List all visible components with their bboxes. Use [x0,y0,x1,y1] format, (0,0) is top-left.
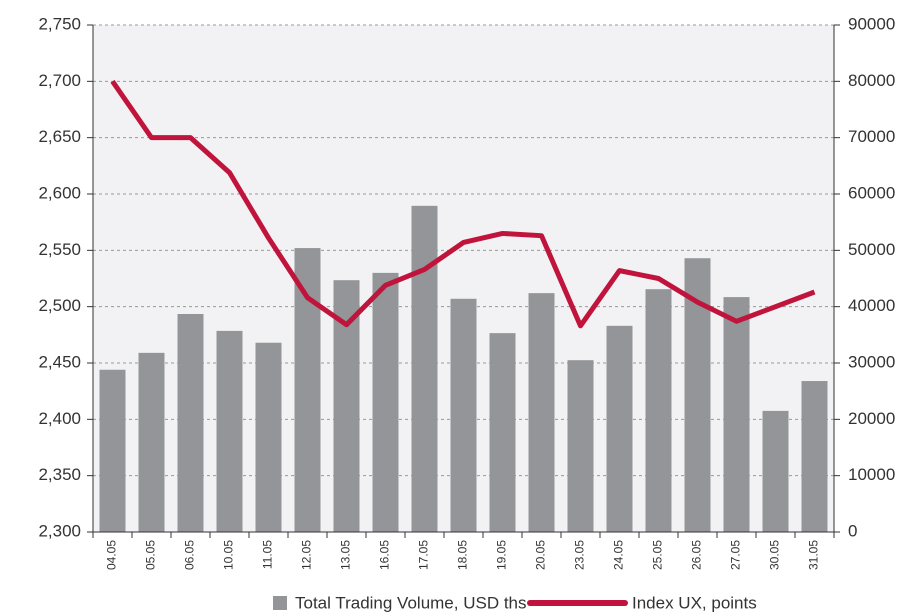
x-tick-label: 25.05 [651,540,665,570]
bar [801,381,828,532]
x-tick-label: 12.05 [300,540,314,570]
y-tick-label: 2,350 [38,465,81,484]
y-tick-label: 2,600 [38,183,81,202]
y2-tick-label: 40000 [848,296,895,315]
bar [450,298,477,532]
x-tick-label: 30.05 [768,540,782,570]
y-tick-label: 2,700 [38,71,81,90]
y-tick-label: 2,400 [38,409,81,428]
bar [567,360,594,532]
x-tick-label: 05.05 [144,540,158,570]
legend-label: Total Trading Volume, USD ths [295,593,527,612]
y2-tick-label: 80000 [848,71,895,90]
y-tick-label: 2,550 [38,240,81,259]
line [110,79,816,329]
bar [216,330,243,532]
y-tick-label: 2,300 [38,521,81,540]
x-tick-label: 18.05 [456,540,470,570]
x-tick-label: 27.05 [729,540,743,570]
y2-tick-label: 70000 [848,127,895,146]
legend-swatch [273,596,287,610]
y2-tick-label: 10000 [848,465,895,484]
y2-tick-label: 0 [848,521,857,540]
legend-label: Index UX, points [632,593,757,612]
y2-tick-label: 30000 [848,352,895,371]
x-tick-label: 20.05 [534,540,548,570]
y2-tick-label: 60000 [848,183,895,202]
bar [99,369,126,532]
x-tick-label: 06.05 [183,540,197,570]
bar [372,272,399,532]
bar [177,313,204,532]
x-tick-label: 24.05 [612,540,626,570]
bar [762,410,789,532]
x-tick-label: 04.05 [105,540,119,570]
bar [723,297,750,532]
x-tick-label: 26.05 [690,540,704,570]
x-tick-label: 10.05 [222,540,236,570]
bar [645,289,672,532]
x-tick-label: 17.05 [417,540,431,570]
y2-tick-label: 90000 [848,14,895,33]
bar [489,333,516,532]
x-tick-label: 19.05 [495,540,509,570]
y2-tick-label: 20000 [848,409,895,428]
bar [411,205,438,532]
bar [138,352,165,532]
y-tick-label: 2,650 [38,127,81,146]
y-tick-label: 2,500 [38,296,81,315]
bar [606,325,633,532]
y-tick-label: 2,750 [38,14,81,33]
x-tick-label: 23.05 [573,540,587,570]
y2-tick-label: 50000 [848,240,895,259]
bar [255,342,282,532]
bar [528,293,555,532]
x-tick-label: 13.05 [339,540,353,570]
x-tick-label: 16.05 [378,540,392,570]
y-tick-label: 2,450 [38,352,81,371]
x-tick-label: 31.05 [807,540,821,570]
x-tick-label: 11.05 [261,540,275,569]
bar [294,248,321,532]
